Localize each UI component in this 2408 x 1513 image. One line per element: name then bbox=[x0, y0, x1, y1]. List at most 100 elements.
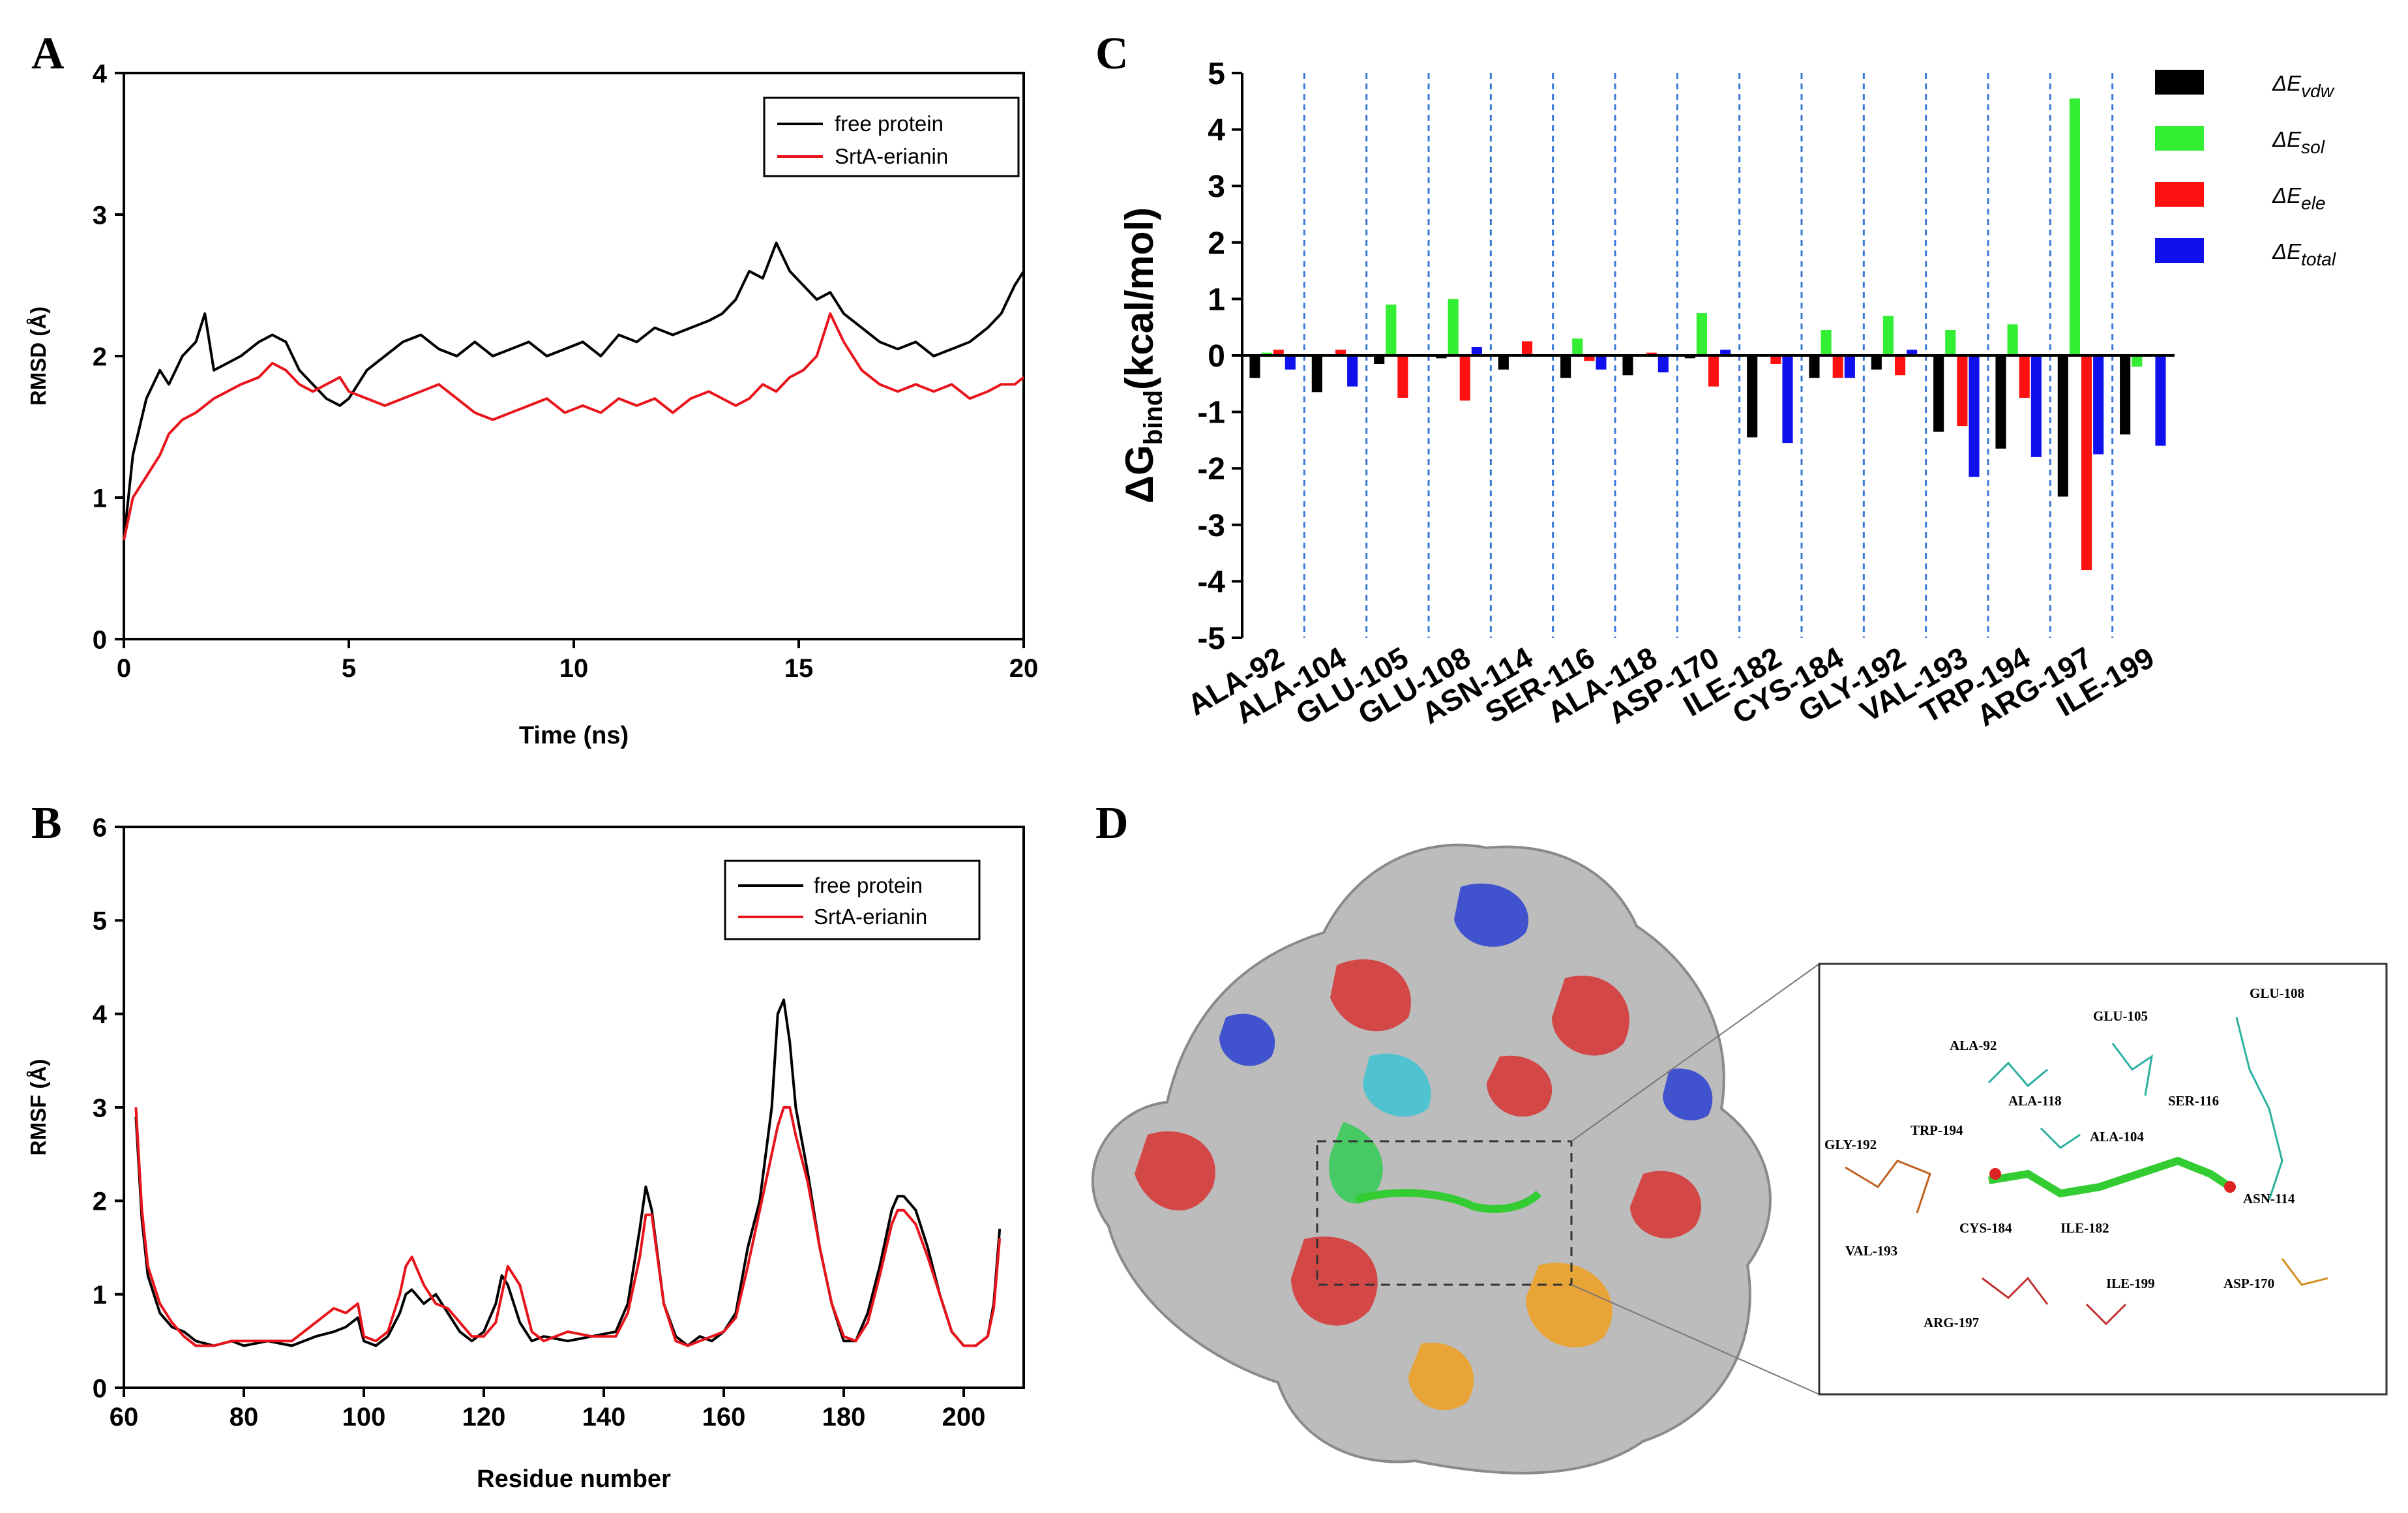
chart-c-bar-arg-197-eele bbox=[2081, 355, 2092, 571]
legend-c-label: ΔEvdw bbox=[2272, 71, 2335, 101]
chart-c-legend: ΔEvdw ΔEsol ΔEele ΔEtotal bbox=[2155, 70, 2336, 269]
chart-c-bar-ser-116-evdw bbox=[1560, 355, 1571, 378]
chart-c-bar-ala-92-evdw bbox=[1249, 355, 1260, 378]
chart-b-xtick-label: 120 bbox=[462, 1403, 506, 1431]
chart-c-bar-gly-192-etotal bbox=[1907, 350, 1918, 355]
chart-c-bar-glu-108-evdw bbox=[1436, 355, 1447, 359]
chart-b-ytick-label: 3 bbox=[93, 1094, 107, 1122]
chart-c-bar-ile-182-eele bbox=[1770, 355, 1781, 364]
chart-c-ytick-label: -5 bbox=[1197, 622, 1225, 656]
chart-b-ytick-label: 6 bbox=[93, 813, 107, 842]
legend-a-label-complex: SrtA-erianin bbox=[835, 144, 948, 168]
chart-c-bar-ala-118-eele bbox=[1646, 352, 1657, 355]
chart-c-ylabel: ΔGbind(kcal/mol) bbox=[1118, 207, 1168, 503]
chart-c-ytick-label: -4 bbox=[1197, 565, 1225, 599]
chart-c-ytick-label: 0 bbox=[1208, 339, 1225, 374]
chart-c-bar-ile-199-evdw bbox=[2120, 355, 2131, 435]
residue-sticks-illustration bbox=[1845, 1017, 2328, 1326]
chart-c-ylabel-sub: bind bbox=[1139, 390, 1168, 445]
residue-label: ASN-114 bbox=[2243, 1191, 2295, 1206]
chart-c-bar-glu-108-esol bbox=[1448, 299, 1459, 355]
residue-label: ASP-170 bbox=[2223, 1276, 2274, 1291]
chart-b-xtick-label: 180 bbox=[822, 1403, 866, 1431]
chart-a-ytick-label: 4 bbox=[93, 59, 108, 88]
chart-c-ytick-label: 3 bbox=[1208, 170, 1225, 204]
chart-c-bar-ser-116-eele bbox=[1584, 355, 1595, 361]
chart-c-bar-arg-197-etotal bbox=[2093, 355, 2104, 455]
chart-c-bar-ile-182-etotal bbox=[1782, 355, 1793, 443]
chart-b-ytick-label: 2 bbox=[93, 1188, 107, 1216]
panel-letter-a: A bbox=[31, 29, 65, 79]
chart-b-ytick-label: 4 bbox=[93, 1000, 108, 1029]
chart-c-bar-asn-114-eele bbox=[1522, 341, 1533, 355]
chart-b-xtick-label: 200 bbox=[942, 1403, 986, 1431]
chart-a-xlabel: Time (ns) bbox=[519, 722, 629, 749]
chart-a-xtick-label: 20 bbox=[1009, 654, 1039, 683]
chart-c-bar-ala-104-evdw bbox=[1311, 355, 1322, 393]
legend-a-label-free: free protein bbox=[835, 112, 944, 136]
chart-a-series-free-protein bbox=[123, 241, 1025, 541]
legend-c-label: ΔEtotal bbox=[2272, 239, 2336, 269]
legend-c-swatch bbox=[2155, 182, 2204, 207]
chart-b-ylabel: RMSF (Å) bbox=[26, 1059, 50, 1156]
chart-c-bar-trp-194-evdw bbox=[1995, 355, 2006, 449]
chart-c-bar-ser-116-esol bbox=[1572, 338, 1583, 355]
chart-c-bar-ile-182-evdw bbox=[1747, 355, 1758, 438]
chart-c-bar-glu-105-esol bbox=[1386, 305, 1397, 355]
zoom-line-bottom bbox=[1571, 1284, 1820, 1395]
chart-c-bar-glu-105-eele bbox=[1397, 355, 1408, 398]
chart-c-bar-ala-92-esol bbox=[1261, 352, 1272, 355]
legend-b-label-free: free protein bbox=[814, 873, 923, 897]
chart-b-xtick-label: 80 bbox=[230, 1403, 259, 1431]
chart-c-bar-glu-105-evdw bbox=[1374, 355, 1385, 364]
chart-c-bar-ser-116-etotal bbox=[1596, 355, 1607, 370]
residue-label: GLU-108 bbox=[2250, 985, 2304, 1001]
chart-c-bar-val-193-evdw bbox=[1933, 355, 1944, 432]
chart-a-ytick-label: 3 bbox=[93, 201, 107, 230]
chart-panel-b: 60 80 100 120 140 160 180 200 0 1 2 3 4 5 6 Residue nu… bbox=[26, 813, 1025, 1493]
chart-c-bar-ile-199-esol bbox=[2132, 355, 2143, 367]
residue-label: ALA-92 bbox=[1950, 1038, 1997, 1053]
chart-c-ytick-label: 1 bbox=[1208, 282, 1225, 317]
chart-a-legend: free protein SrtA-erianin bbox=[763, 97, 1020, 177]
legend-b-label-complex: SrtA-erianin bbox=[814, 905, 927, 929]
chart-c-bar-gly-192-eele bbox=[1895, 355, 1906, 376]
chart-b-xtick-label: 160 bbox=[702, 1403, 746, 1431]
chart-c-ytick-label: 4 bbox=[1208, 113, 1225, 148]
chart-a-xtick-label: 5 bbox=[342, 654, 356, 683]
chart-c-ytick-label: -3 bbox=[1197, 509, 1225, 543]
chart-b-series-srta-erianin bbox=[134, 1106, 1002, 1347]
chart-c-bar-arg-197-esol bbox=[2069, 98, 2080, 355]
panel-letter-b: B bbox=[31, 798, 62, 848]
chart-c-bar-ala-104-eele bbox=[1335, 350, 1346, 355]
chart-c-bar-asp-170-esol bbox=[1696, 313, 1707, 355]
chart-c-bar-ala-118-etotal bbox=[1657, 355, 1669, 372]
chart-c-bar-arg-197-evdw bbox=[2057, 355, 2068, 497]
residue-label: VAL-193 bbox=[1845, 1243, 1897, 1259]
legend-c-swatch bbox=[2155, 126, 2204, 151]
chart-a-series-srta-erianin bbox=[123, 312, 1025, 541]
chart-b-ytick-label: 1 bbox=[93, 1281, 107, 1310]
protein-surface-illustration bbox=[1091, 843, 1772, 1475]
chart-a-ytick-label: 0 bbox=[93, 625, 107, 654]
chart-b-series-free-protein bbox=[134, 998, 1002, 1347]
residue-label: ARG-197 bbox=[1924, 1315, 1979, 1330]
chart-a-ylabel: RMSD (Å) bbox=[26, 307, 50, 406]
chart-c-bar-glu-108-etotal bbox=[1471, 347, 1482, 355]
chart-a-xtick-label: 0 bbox=[117, 654, 131, 683]
molecular-surface-panel: GLU-108 GLU-105 ALA-92 SER-116 ALA-118 ALA-10… bbox=[1091, 843, 2388, 1475]
residue-label: ALA-118 bbox=[2008, 1093, 2062, 1109]
residue-label: ALA-104 bbox=[2090, 1129, 2144, 1145]
legend-c-label: ΔEele bbox=[2272, 183, 2326, 213]
legend-c-swatch bbox=[2155, 238, 2204, 263]
chart-b-xlabel: Residue number bbox=[477, 1465, 671, 1493]
chart-b-ytick-label: 5 bbox=[93, 907, 107, 936]
chart-c-bar-asn-114-evdw bbox=[1498, 355, 1509, 370]
chart-c-ytick-label: 5 bbox=[1208, 57, 1225, 91]
chart-c-ytick-label: -1 bbox=[1197, 396, 1225, 430]
chart-c-bar-asp-170-etotal bbox=[1720, 350, 1731, 355]
chart-c-bar-trp-194-etotal bbox=[2030, 355, 2042, 457]
chart-a-xtick-label: 15 bbox=[784, 654, 814, 683]
